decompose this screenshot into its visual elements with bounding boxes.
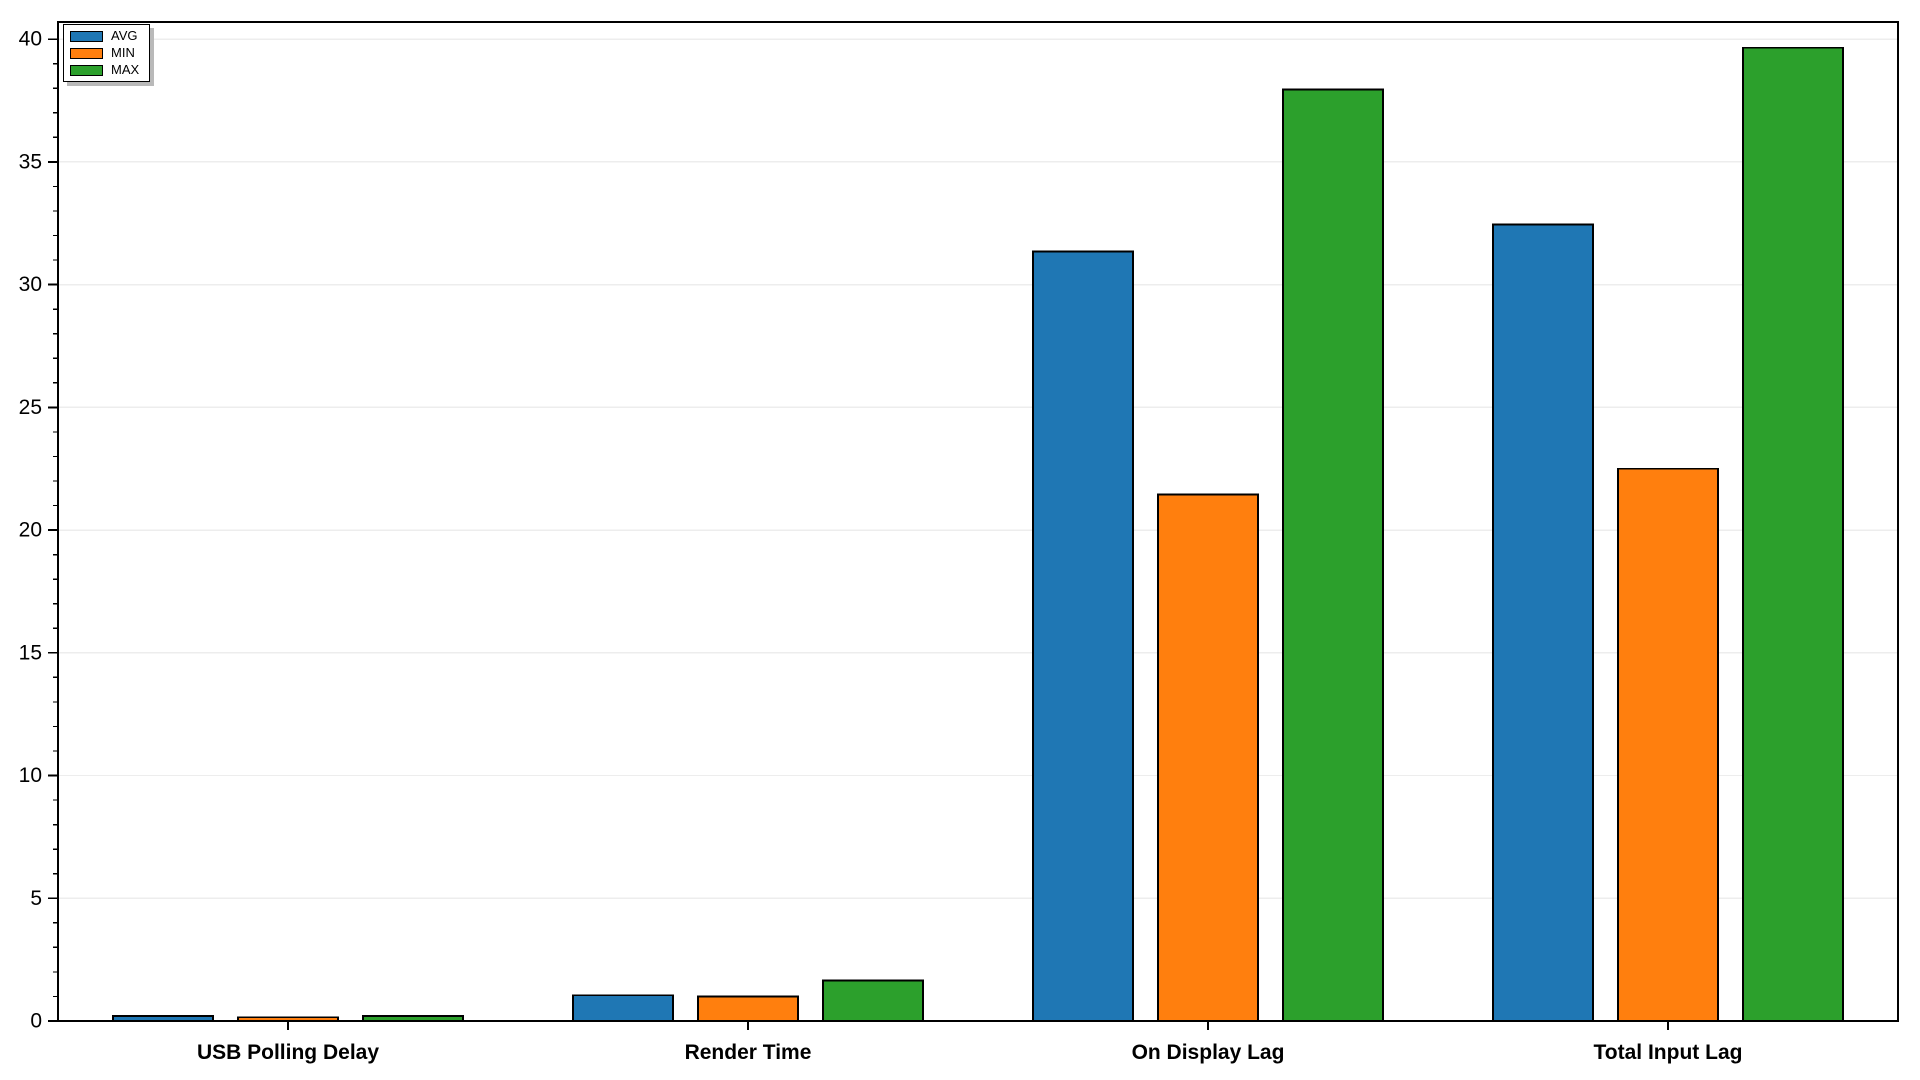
legend-item-min: MIN	[70, 46, 139, 60]
y-tick-label-20: 20	[19, 519, 42, 542]
x-tick-label-2: Render Time	[685, 1041, 812, 1064]
y-tick-label-0: 0	[30, 1010, 42, 1033]
plot-spines	[57, 21, 1899, 1022]
y-tick-label-25: 25	[19, 396, 42, 419]
y-tick-label-35: 35	[19, 150, 42, 173]
legend-item-max: MAX	[70, 63, 139, 77]
x-tick-label-4: Total Input Lag	[1594, 1041, 1743, 1064]
y-tick-label-30: 30	[19, 273, 42, 296]
bar-avg-3	[1032, 250, 1134, 1022]
bar-avg-4	[1492, 223, 1594, 1022]
y-tick-label-10: 10	[19, 764, 42, 787]
bar-max-4	[1742, 46, 1844, 1022]
x-tick-label-1: USB Polling Delay	[197, 1041, 379, 1064]
legend-label-max: MAX	[111, 62, 140, 77]
y-tick-label-5: 5	[30, 887, 42, 910]
x-tick-label-3: On Display Lag	[1132, 1041, 1285, 1064]
legend-swatch-max	[70, 64, 103, 76]
y-tick-label-15: 15	[19, 641, 42, 664]
bar-min-4	[1617, 467, 1719, 1022]
bar-min-3	[1157, 493, 1259, 1022]
bar-max-2	[822, 979, 924, 1022]
legend-swatch-min	[70, 47, 103, 59]
chart-legend: AVG MIN MAX	[63, 24, 151, 82]
bar-avg-2	[572, 994, 674, 1022]
y-tick-label-40: 40	[19, 28, 42, 51]
legend-label-avg: AVG	[111, 28, 138, 43]
legend-label-min: MIN	[111, 45, 135, 60]
legend-item-avg: AVG	[70, 29, 139, 43]
legend-swatch-avg	[70, 30, 103, 42]
bar-min-2	[697, 995, 799, 1022]
bar-max-3	[1282, 88, 1384, 1022]
